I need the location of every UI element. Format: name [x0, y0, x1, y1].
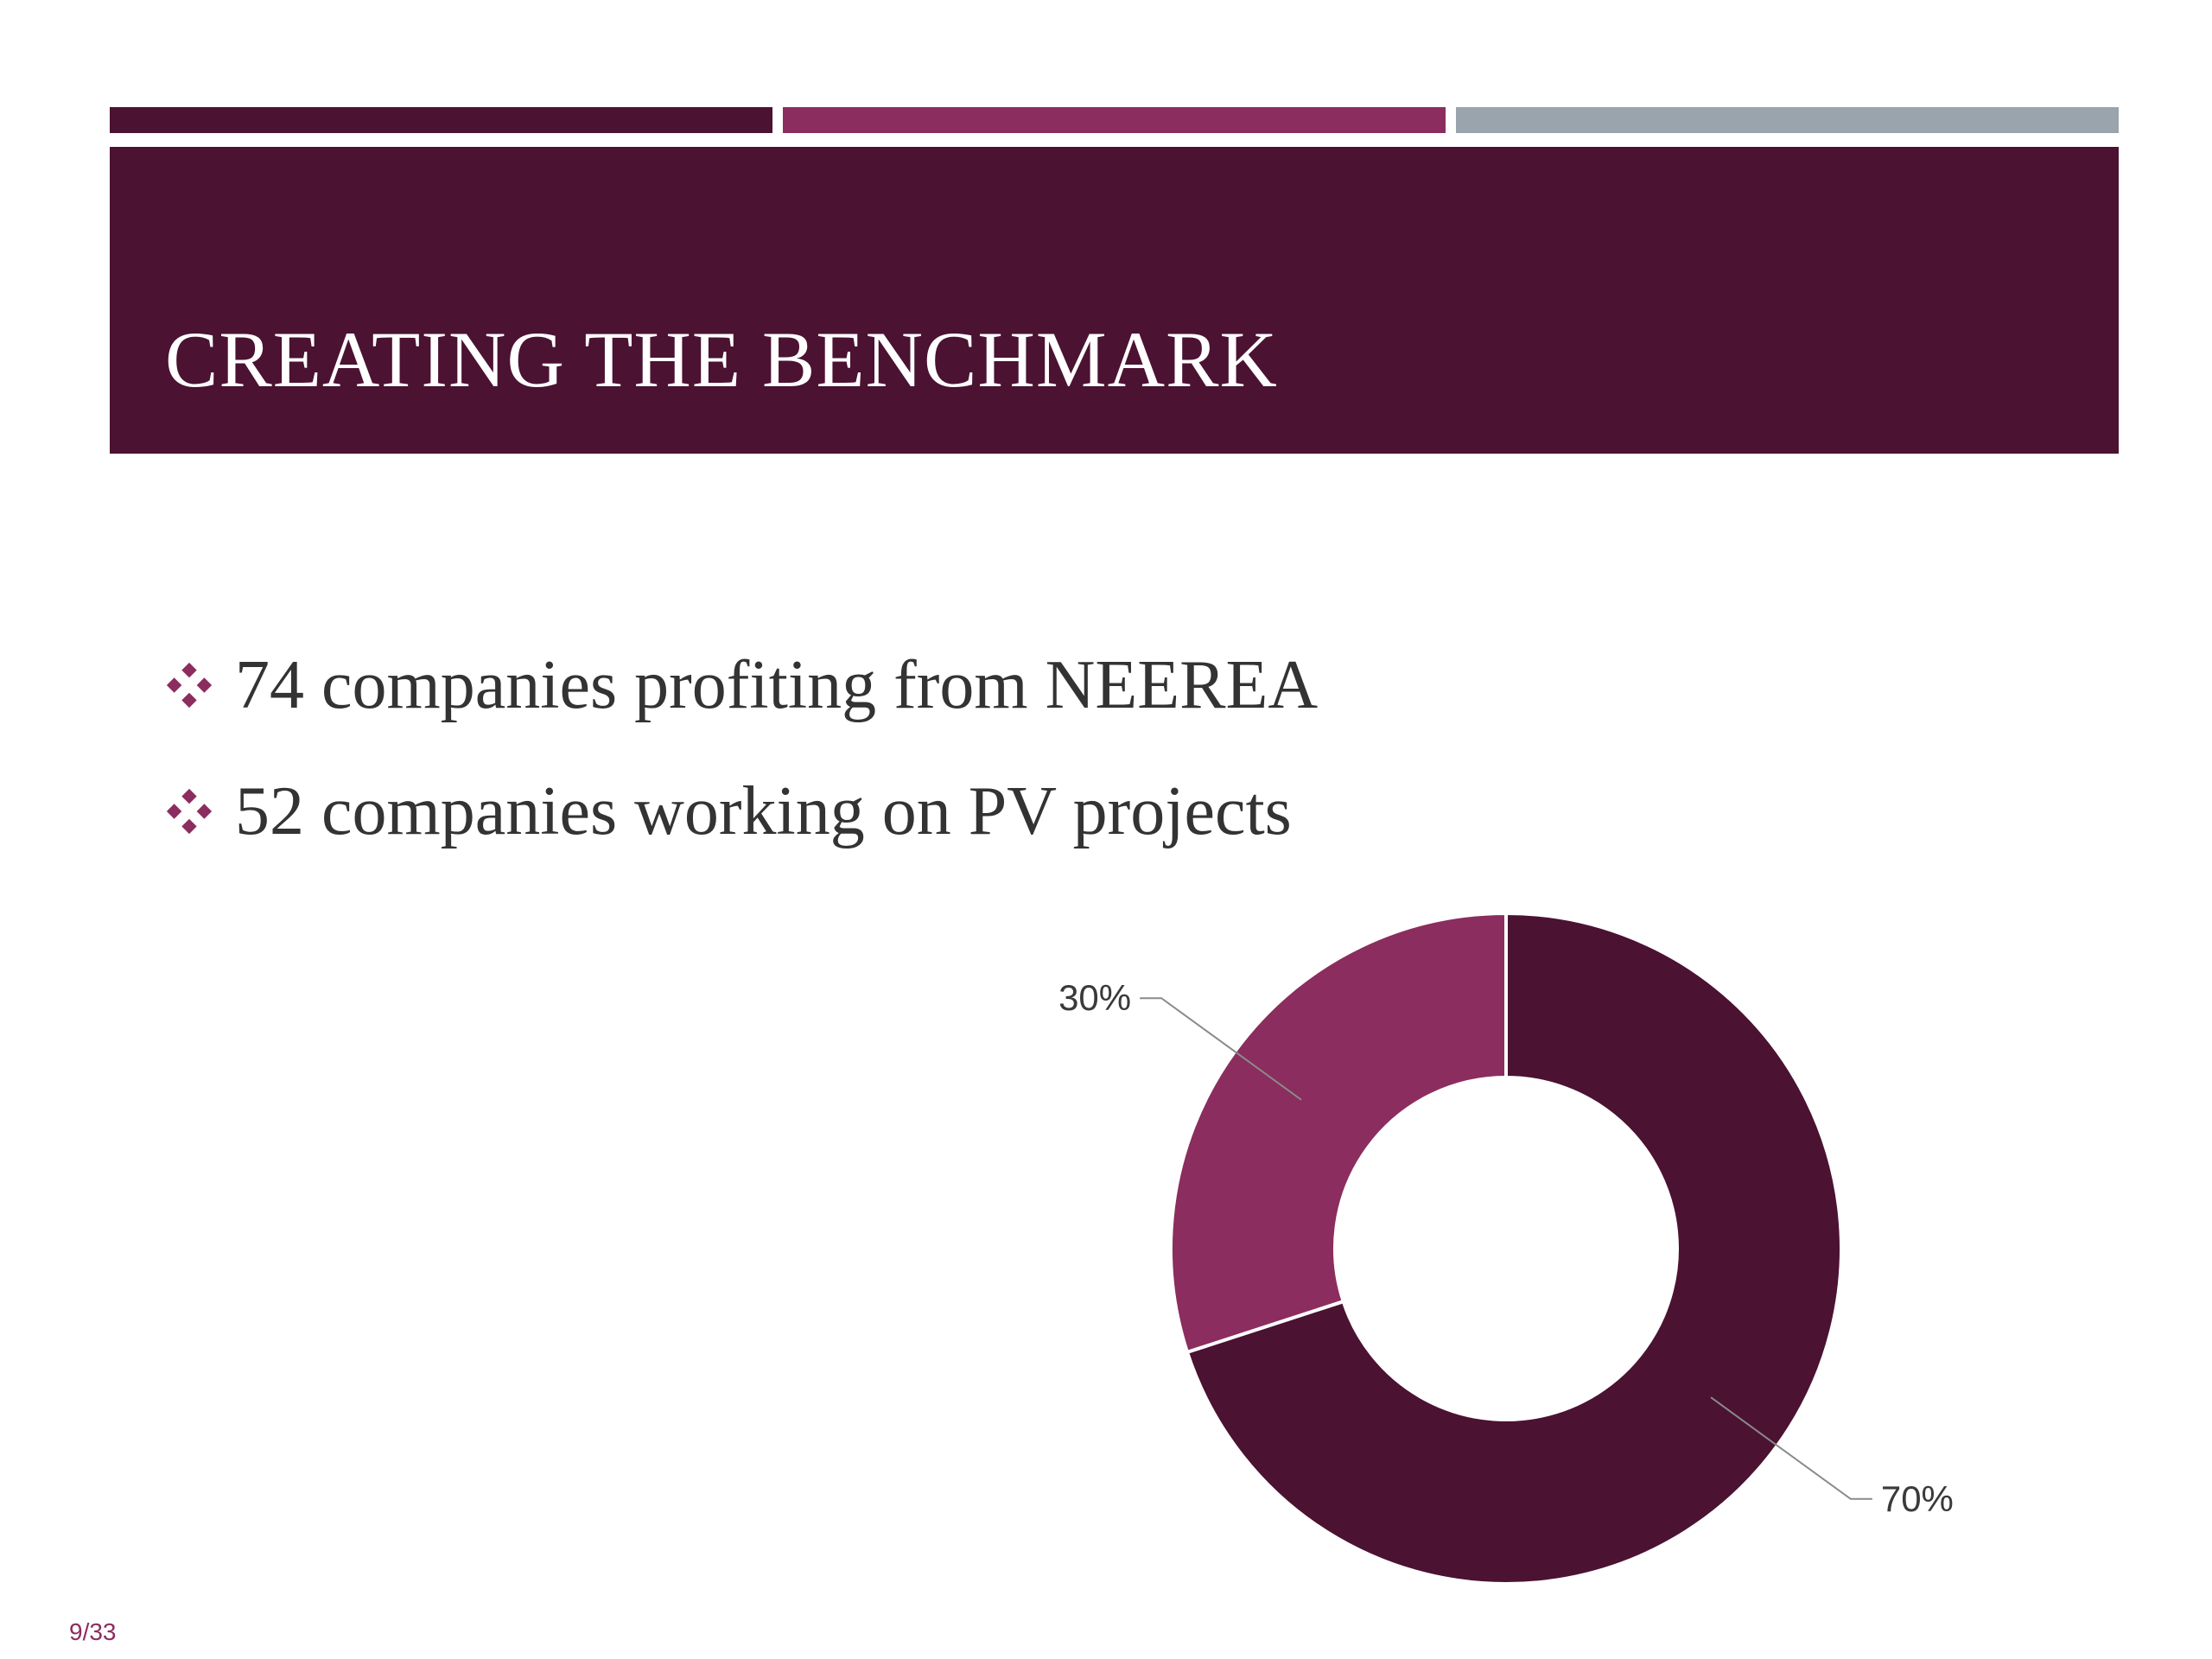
bullet-item: 52 companies working on PV projects	[164, 748, 1318, 874]
title-banner: CREATING THE BENCHMARK	[110, 147, 2119, 454]
slice-leader-line	[1140, 997, 1302, 1101]
slice-leader-line	[1710, 1396, 1872, 1500]
accent-bar-gray	[1456, 107, 2119, 133]
bullet-text: 74 companies profiting from NEEREA	[235, 646, 1319, 723]
donut-slice	[1169, 911, 1508, 1355]
page-number: 9/33	[69, 1618, 117, 1645]
slide-title: CREATING THE BENCHMARK	[165, 315, 1278, 404]
bullet-item: 74 companies profiting from NEEREA	[164, 622, 1318, 748]
diamond-bullet-icon	[166, 662, 213, 709]
bullet-list: 74 companies profiting from NEEREA 52 co…	[164, 622, 1318, 874]
slice-label: 30%	[1058, 977, 1131, 1018]
accent-bar-primary	[110, 107, 772, 133]
bullet-text: 52 companies working on PV projects	[235, 772, 1292, 849]
slice-label: 70%	[1881, 1478, 1954, 1519]
accent-bar-secondary	[783, 107, 1446, 133]
donut-slice	[1185, 911, 1843, 1586]
donut-chart: 70% 30%	[1058, 911, 1954, 1586]
diamond-bullet-icon	[166, 788, 213, 835]
